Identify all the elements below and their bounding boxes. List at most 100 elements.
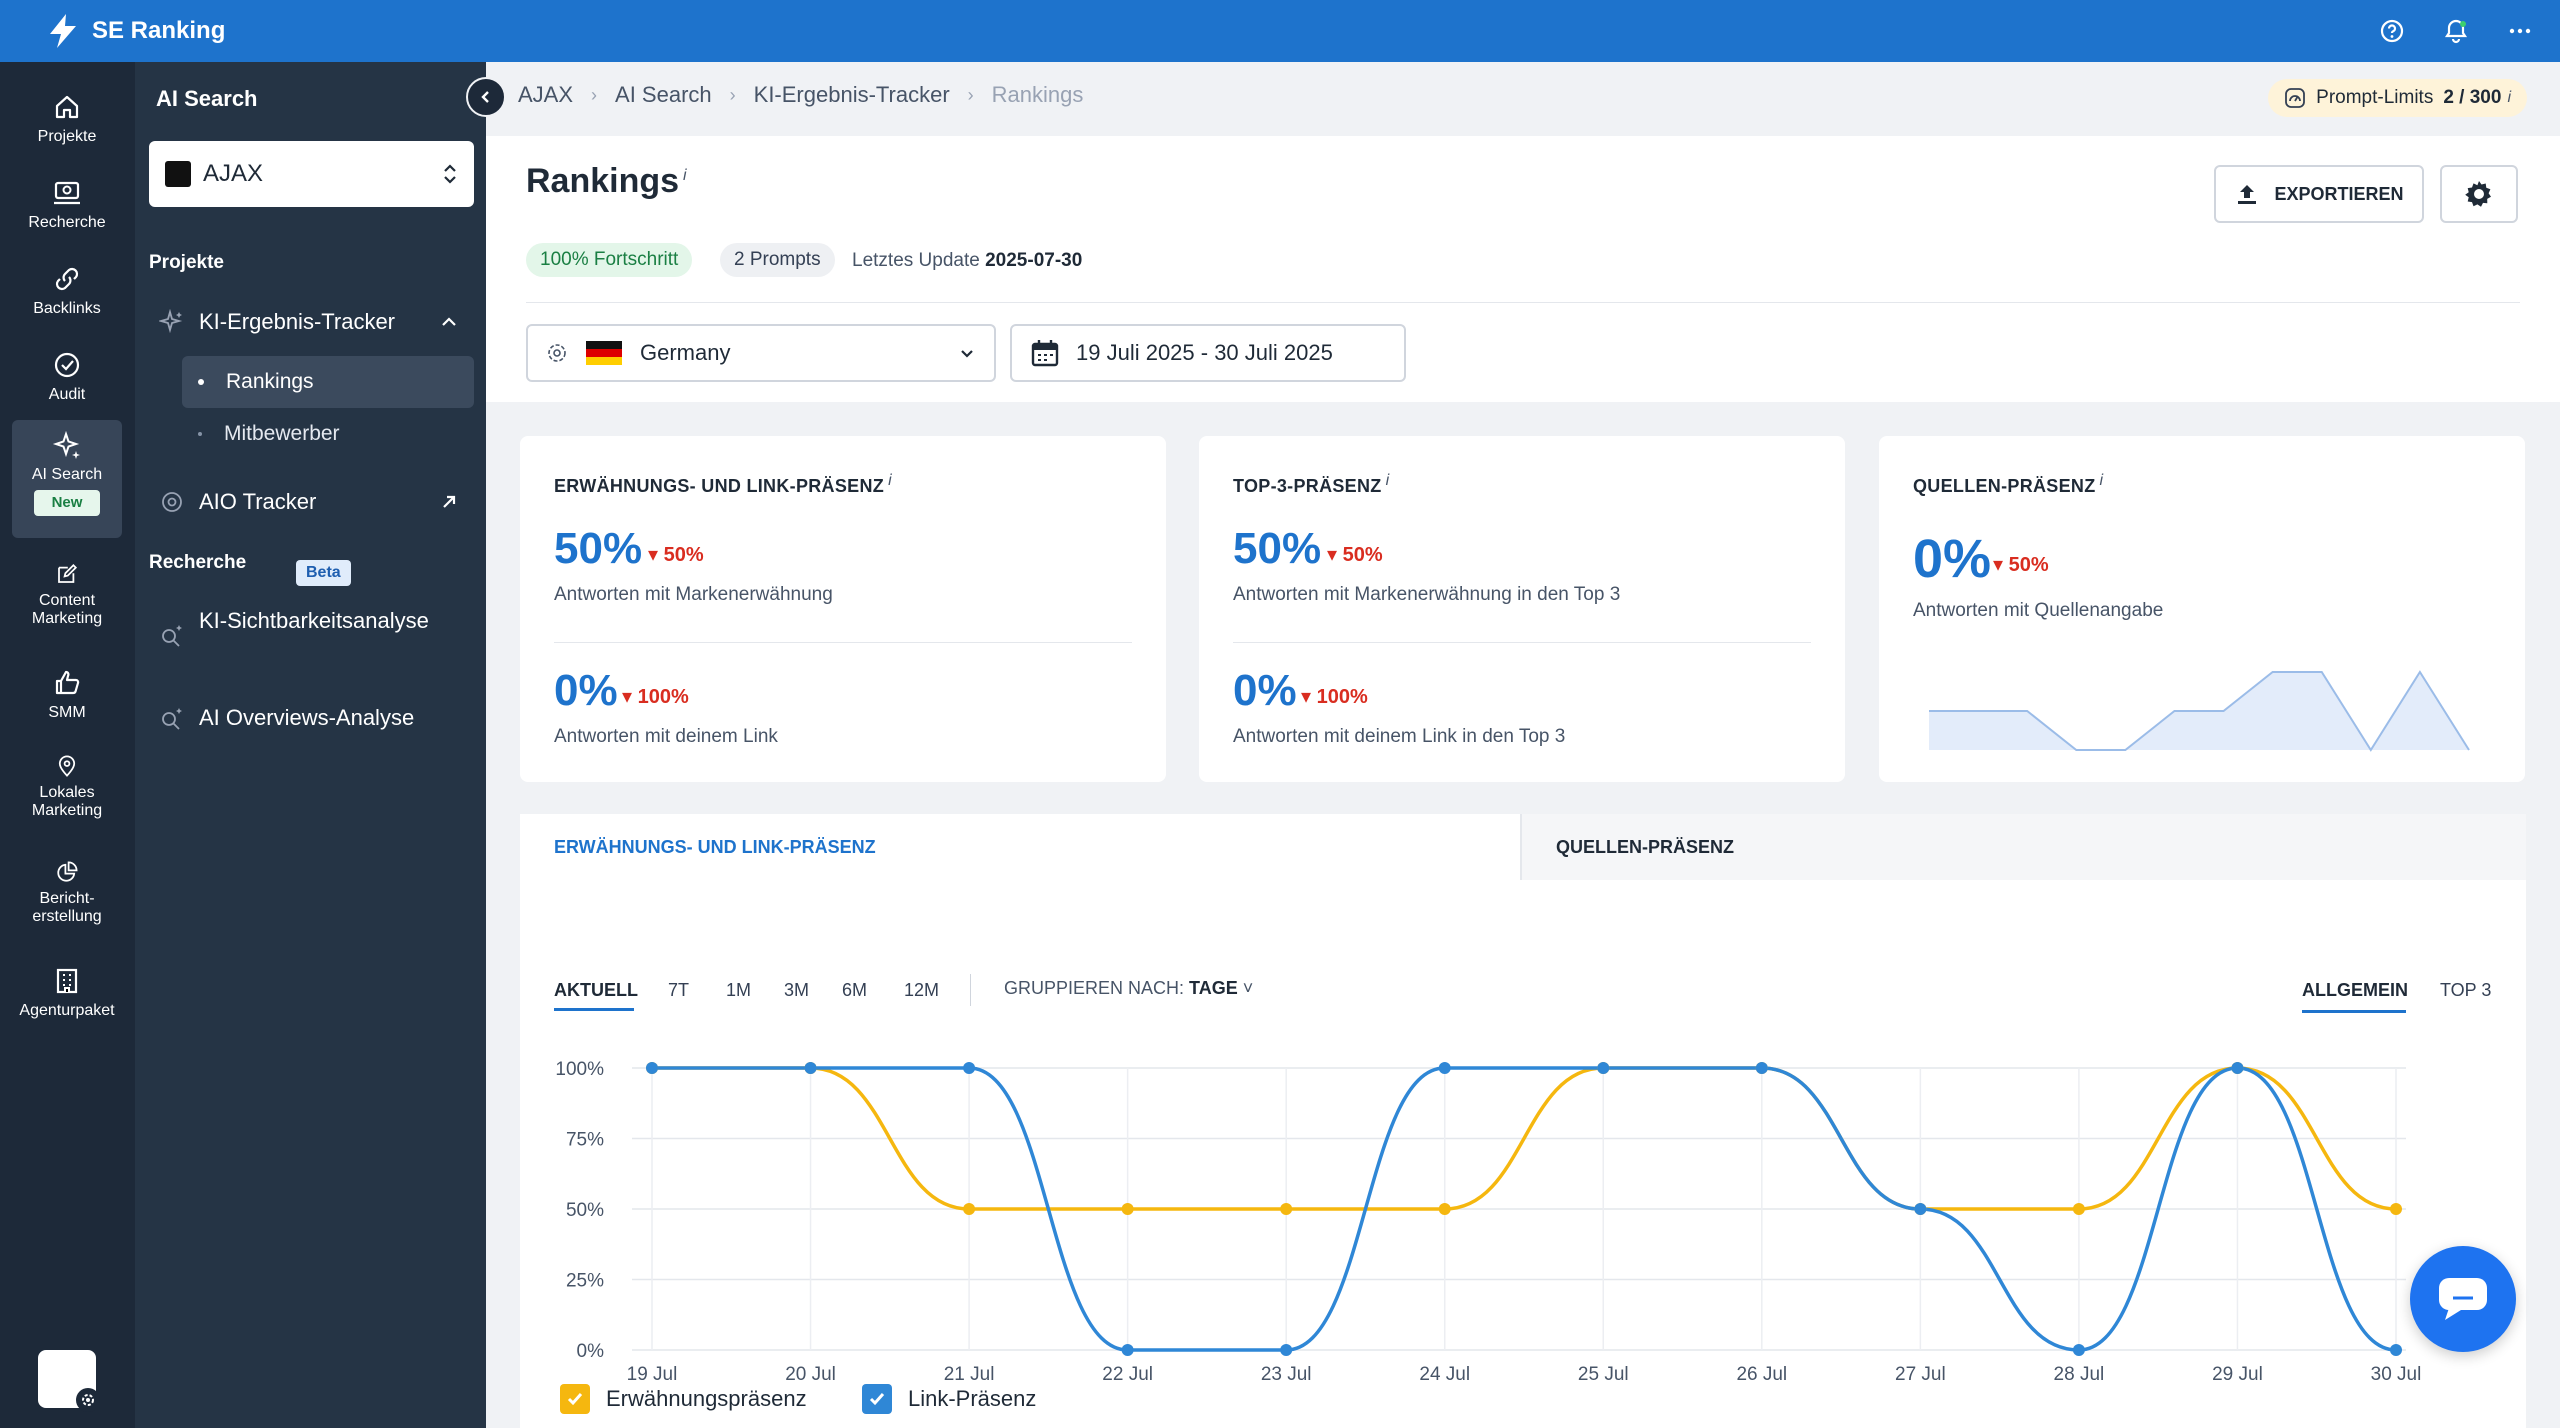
period-6m[interactable]: 6M xyxy=(842,980,868,1000)
prompt-limits-value: 2 / 300 xyxy=(2443,87,2502,108)
data-point-mention[interactable] xyxy=(1438,1203,1451,1215)
icon-rail: Projekte Recherche Backlinks Audit AI Se… xyxy=(0,62,135,1428)
metric-value: 0% xyxy=(1233,666,1297,715)
group-by-select[interactable]: GRUPPIEREN NACH: TAGE ˅ xyxy=(1004,978,1254,998)
chart-card: ERWÄHNUNGS- UND LINK-PRÄSENZ QUELLEN-PRÄ… xyxy=(520,814,2526,1428)
legend-link[interactable]: Link-Präsenz xyxy=(862,1384,1036,1414)
sidebar-item-mitbewerber[interactable]: Mitbewerber xyxy=(182,408,474,460)
collapse-sidebar-button[interactable] xyxy=(466,77,506,117)
data-point-link[interactable] xyxy=(1438,1062,1451,1074)
germany-flag-icon xyxy=(586,341,622,365)
settings-button[interactable] xyxy=(2440,165,2518,223)
data-point-link[interactable] xyxy=(2390,1344,2402,1356)
rail-recherche[interactable]: Recherche xyxy=(12,168,122,244)
tab-sources[interactable]: QUELLEN-PRÄSENZ xyxy=(1520,814,2526,880)
breadcrumb: AJAX › AI Search › KI-Ergebnis-Tracker ›… xyxy=(518,82,1083,108)
logo-icon xyxy=(50,14,76,48)
rail-reporting[interactable]: Bericht-erstellung xyxy=(12,850,122,926)
rail-content-marketing[interactable]: Content Marketing xyxy=(12,552,122,628)
app-logo[interactable]: SE Ranking xyxy=(48,14,225,48)
info-icon: i xyxy=(1385,472,1390,489)
sparkline-line xyxy=(1929,670,2470,752)
metric-card-sources: QUELLEN-PRÄSENZ i 0% ▾ 50% Antworten mit … xyxy=(1879,436,2525,782)
view-allgemein[interactable]: ALLGEMEIN xyxy=(2302,980,2408,1000)
date-range-value: 19 Juli 2025 - 30 Juli 2025 xyxy=(1076,340,1333,365)
chat-button[interactable] xyxy=(2410,1246,2516,1352)
prompt-limits[interactable]: Prompt-Limits 2 / 300 i xyxy=(2268,79,2527,117)
data-point-link[interactable] xyxy=(646,1062,658,1074)
check-circle-icon xyxy=(54,352,80,378)
project-select[interactable]: AJAX xyxy=(149,141,474,207)
period-1m[interactable]: 1M xyxy=(726,980,752,1000)
sparkles-icon xyxy=(159,309,183,334)
data-point-link[interactable] xyxy=(1280,1344,1293,1356)
data-point-mention[interactable] xyxy=(1280,1203,1293,1215)
avatar[interactable] xyxy=(38,1350,100,1412)
x-tick-label: 25 Jul xyxy=(1578,1364,1629,1385)
project-name: AJAX xyxy=(203,160,264,187)
x-tick-label: 30 Jul xyxy=(2371,1364,2422,1385)
info-icon: i xyxy=(888,472,892,489)
period-aktuell[interactable]: AKTUELL xyxy=(554,980,638,1000)
rail-local-marketing[interactable]: Lokales Marketing xyxy=(12,744,122,820)
breadcrumb-ajax[interactable]: AJAX xyxy=(518,82,574,107)
view-top3[interactable]: TOP 3 xyxy=(2440,980,2492,1000)
breadcrumb-ai-search[interactable]: AI Search xyxy=(615,82,712,107)
external-link-icon xyxy=(443,495,456,508)
x-tick-label: 21 Jul xyxy=(944,1364,995,1385)
more-icon[interactable] xyxy=(2506,17,2534,45)
tracker-nav[interactable]: KI-Ergebnis-Tracker xyxy=(149,302,474,342)
data-point-link[interactable] xyxy=(1755,1062,1768,1074)
checkbox-checked-icon[interactable] xyxy=(560,1384,590,1414)
bell-icon[interactable] xyxy=(2442,17,2470,45)
rail-agency[interactable]: Agenturpaket xyxy=(12,956,122,1032)
rail-audit[interactable]: Audit xyxy=(12,340,122,416)
legend-mention[interactable]: Erwähnungspräsenz xyxy=(560,1384,807,1414)
data-point-link[interactable] xyxy=(2072,1344,2085,1356)
x-tick-label: 23 Jul xyxy=(1261,1364,1312,1385)
tab-mentions[interactable]: ERWÄHNUNGS- UND LINK-PRÄSENZ xyxy=(520,814,1520,880)
info-icon: i xyxy=(683,166,687,184)
rail-ai-search[interactable]: AI Search New xyxy=(12,420,122,538)
breadcrumb-tracker[interactable]: KI-Ergebnis-Tracker xyxy=(753,82,950,107)
metric-delta: ▾ 100% xyxy=(622,686,689,708)
metric-delta: ▾ 50% xyxy=(648,544,704,566)
aio-tracker-nav[interactable]: AIO Tracker xyxy=(149,482,474,522)
data-point-link[interactable] xyxy=(2231,1062,2244,1074)
country-select[interactable]: Germany xyxy=(526,324,996,382)
data-point-mention[interactable] xyxy=(2072,1203,2085,1215)
data-point-mention[interactable] xyxy=(1121,1203,1134,1215)
chevron-left-icon xyxy=(481,91,489,103)
export-button[interactable]: EXPORTIEREN xyxy=(2214,165,2424,223)
data-point-link[interactable] xyxy=(1121,1344,1134,1356)
sidebar-item-rankings[interactable]: Rankings xyxy=(182,356,474,408)
data-point-mention[interactable] xyxy=(2390,1203,2402,1215)
series-line-mention xyxy=(652,1066,2397,1211)
building-icon xyxy=(56,968,78,994)
visibility-nav[interactable]: KI-Sichtbarkeitsanalyse xyxy=(149,608,474,668)
updown-chevron-icon xyxy=(444,164,456,184)
data-point-link[interactable] xyxy=(804,1062,817,1074)
metric-value: 50% xyxy=(1233,524,1322,573)
y-tick-label: 25% xyxy=(566,1271,604,1292)
data-point-mention[interactable] xyxy=(963,1203,976,1215)
help-icon[interactable] xyxy=(2378,17,2406,45)
rail-projekte[interactable]: Projekte xyxy=(12,82,122,158)
period-12m[interactable]: 12M xyxy=(904,980,940,1000)
rail-backlinks[interactable]: Backlinks xyxy=(12,254,122,330)
data-point-link[interactable] xyxy=(1914,1203,1927,1215)
data-point-link[interactable] xyxy=(1597,1062,1610,1074)
overviews-nav[interactable]: AI Overviews-Analyse xyxy=(149,698,474,738)
prompts-badge: 2 Prompts xyxy=(720,243,835,277)
metric-sub: Antworten mit deinem Link xyxy=(554,726,778,747)
date-range-picker[interactable]: 19 Juli 2025 - 30 Juli 2025 xyxy=(1010,324,1406,382)
openai-icon xyxy=(548,344,566,362)
data-point-link[interactable] xyxy=(963,1062,976,1074)
checkbox-checked-icon[interactable] xyxy=(862,1384,892,1414)
chevron-right-icon: › xyxy=(967,84,974,105)
card-title: TOP-3-PRÄSENZ i xyxy=(1233,472,1390,496)
period-3m[interactable]: 3M xyxy=(784,980,810,1000)
period-7t[interactable]: 7T xyxy=(668,980,690,1000)
sources-sparkline xyxy=(1929,670,2470,752)
rail-smm[interactable]: SMM xyxy=(12,658,122,734)
